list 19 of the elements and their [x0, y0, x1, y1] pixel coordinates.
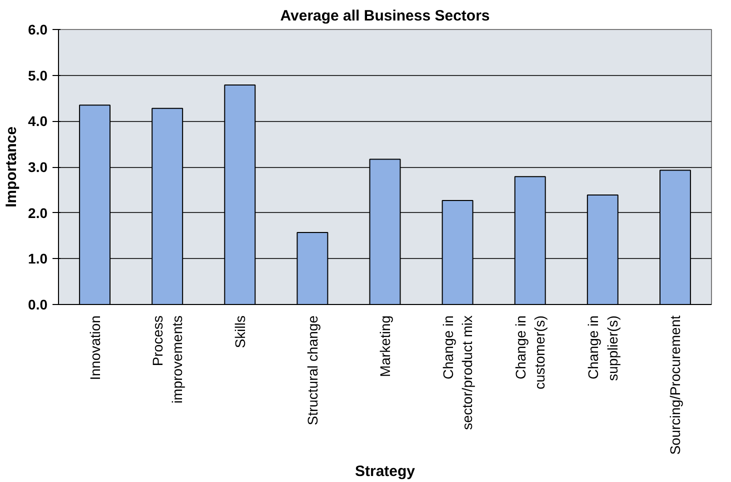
x-tick-label: Change in customer(s) [512, 315, 548, 390]
x-tick-label: Structural change [304, 315, 320, 426]
y-tick-label: 3.0 [28, 159, 48, 175]
y-tick-label: 6.0 [28, 22, 48, 38]
x-tick-label: Process improvements [150, 315, 185, 404]
y-tick-label: 4.0 [28, 113, 48, 130]
x-axis-title: Strategy [354, 462, 416, 480]
chart-title: Average all Business Sectors [280, 8, 490, 24]
y-tick-label: 5.0 [28, 67, 48, 84]
x-tick-label: Change in supplier(s) [585, 315, 620, 381]
y-tick-label: 1.0 [28, 250, 48, 267]
x-tick-label: Sourcing/Procurement [667, 315, 684, 455]
y-tick-label: 2.0 [28, 204, 48, 221]
x-tick-label: Change in sector/product mix [440, 315, 476, 430]
y-tick-label: 0.0 [28, 296, 48, 312]
x-tick-label: Marketing [377, 316, 393, 377]
x-tick-label: Innovation [86, 315, 103, 380]
x-tick-label: Skills [232, 315, 248, 348]
y-axis-title: Importance [3, 126, 20, 208]
